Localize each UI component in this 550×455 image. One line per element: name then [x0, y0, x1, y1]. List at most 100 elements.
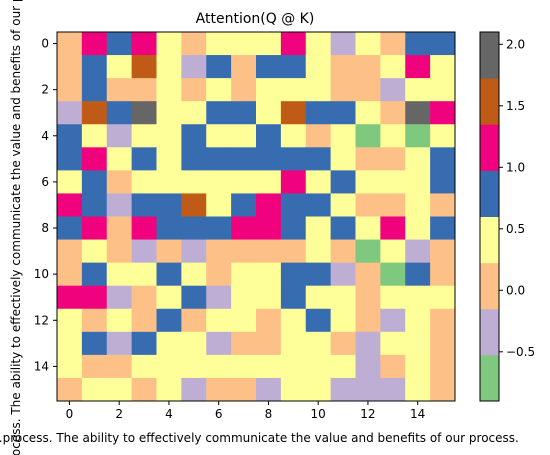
- colorbar-tick-label: −0.5: [506, 345, 535, 359]
- heatmap-cell: [57, 170, 83, 194]
- heatmap-cell: [156, 101, 182, 125]
- heatmap-cell: [305, 216, 332, 241]
- heatmap-cell: [430, 331, 456, 356]
- heatmap-cell: [181, 354, 207, 379]
- heatmap-cell: [380, 285, 406, 310]
- heatmap-cell: [330, 101, 356, 125]
- heatmap-cell: [181, 32, 207, 56]
- heatmap-cell: [430, 354, 456, 379]
- heatmap-cell: [106, 216, 133, 241]
- heatmap-cell: [405, 193, 431, 217]
- heatmap-cell: [206, 32, 232, 56]
- heatmap-cell: [405, 354, 431, 379]
- heatmap-cell: [380, 262, 406, 287]
- heatmap-cell: [57, 124, 83, 148]
- heatmap-cell: [206, 101, 232, 125]
- heatmap-cell: [305, 147, 332, 171]
- heatmap-cell: [355, 193, 381, 217]
- heatmap-cell: [256, 101, 282, 125]
- heatmap-cell: [81, 262, 108, 287]
- heatmap-cell: [81, 170, 108, 194]
- heatmap-cell: [81, 354, 108, 379]
- heatmap-cell: [81, 101, 108, 125]
- y-tick-label: 12: [34, 313, 49, 327]
- heatmap-cell: [330, 78, 356, 102]
- heatmap-cell: [57, 377, 83, 402]
- heatmap-cell: [106, 262, 133, 287]
- x-tick-label: 8: [265, 407, 273, 421]
- colorbar-tick-label: 0.0: [506, 283, 525, 297]
- heatmap-cell: [231, 285, 257, 310]
- heatmap-cell: [380, 147, 406, 171]
- heatmap-cell: [156, 78, 182, 102]
- heatmap-cell: [57, 78, 83, 102]
- heatmap-cell: [156, 147, 182, 171]
- heatmap-cell: [131, 55, 157, 79]
- colorbar: [480, 32, 499, 402]
- chart-title: Attention(Q @ K): [196, 11, 315, 27]
- heatmap-cell: [330, 170, 356, 194]
- heatmap-cell: [57, 216, 83, 241]
- heatmap-cell: [131, 262, 157, 287]
- heatmap-cell: [106, 32, 133, 56]
- heatmap-cell: [81, 308, 108, 333]
- heatmap-cell: [156, 308, 182, 333]
- heatmap-cell: [106, 354, 133, 379]
- heatmap-cell: [330, 354, 356, 379]
- heatmap-cell: [430, 193, 456, 217]
- heatmap-cell: [405, 377, 431, 402]
- heatmap-cell: [280, 78, 307, 102]
- heatmap-cell: [181, 170, 207, 194]
- heatmap-cell: [206, 55, 232, 79]
- heatmap-cell: [156, 262, 182, 287]
- heatmap-cell: [106, 78, 133, 102]
- heatmap-cell: [231, 32, 257, 56]
- heatmap-cell: [305, 101, 332, 125]
- heatmap-cell: [206, 239, 232, 264]
- y-tick-label: 2: [41, 83, 49, 97]
- heatmap-cell: [156, 55, 182, 79]
- heatmap-cell: [131, 78, 157, 102]
- heatmap-cell: [181, 308, 207, 333]
- heatmap-cells: [57, 32, 456, 402]
- heatmap-cell: [131, 308, 157, 333]
- heatmap-cell: [106, 239, 133, 264]
- heatmap-cell: [57, 55, 83, 79]
- heatmap-cell: [330, 308, 356, 333]
- heatmap-cell: [231, 377, 257, 402]
- heatmap-cell: [405, 55, 431, 79]
- heatmap-cell: [231, 262, 257, 287]
- heatmap-cell: [106, 285, 133, 310]
- heatmap-cell: [256, 78, 282, 102]
- heatmap-cell: [57, 32, 83, 56]
- heatmap-cell: [206, 170, 232, 194]
- heatmap-cell: [305, 55, 332, 79]
- heatmap-cell: [355, 55, 381, 79]
- heatmap-cell: [280, 101, 307, 125]
- x-tick-label: 2: [115, 407, 123, 421]
- heatmap-cell: [305, 262, 332, 287]
- heatmap-cell: [280, 193, 307, 217]
- heatmap-cell: [405, 308, 431, 333]
- heatmap-cell: [405, 147, 431, 171]
- x-axis-ticks: 0 2 4 6 8 10 12 14: [66, 401, 425, 421]
- heatmap-cell: [57, 308, 83, 333]
- heatmap-cell: [430, 377, 456, 402]
- heatmap-cell: [380, 354, 406, 379]
- heatmap-cell: [355, 285, 381, 310]
- heatmap-cell: [131, 101, 157, 125]
- heatmap-cell: [405, 216, 431, 241]
- heatmap-cell: [430, 308, 456, 333]
- heatmap-cell: [181, 216, 207, 241]
- heatmap-cell: [181, 55, 207, 79]
- heatmap-cell: [57, 193, 83, 217]
- heatmap-cell: [280, 32, 307, 56]
- heatmap-cell: [206, 308, 232, 333]
- heatmap-cell: [106, 124, 133, 148]
- heatmap-cell: [156, 124, 182, 148]
- heatmap-cell: [106, 55, 133, 79]
- y-tick-label: 4: [41, 129, 49, 143]
- heatmap-cell: [131, 147, 157, 171]
- heatmap-cell: [231, 239, 257, 264]
- heatmap-cell: [330, 262, 356, 287]
